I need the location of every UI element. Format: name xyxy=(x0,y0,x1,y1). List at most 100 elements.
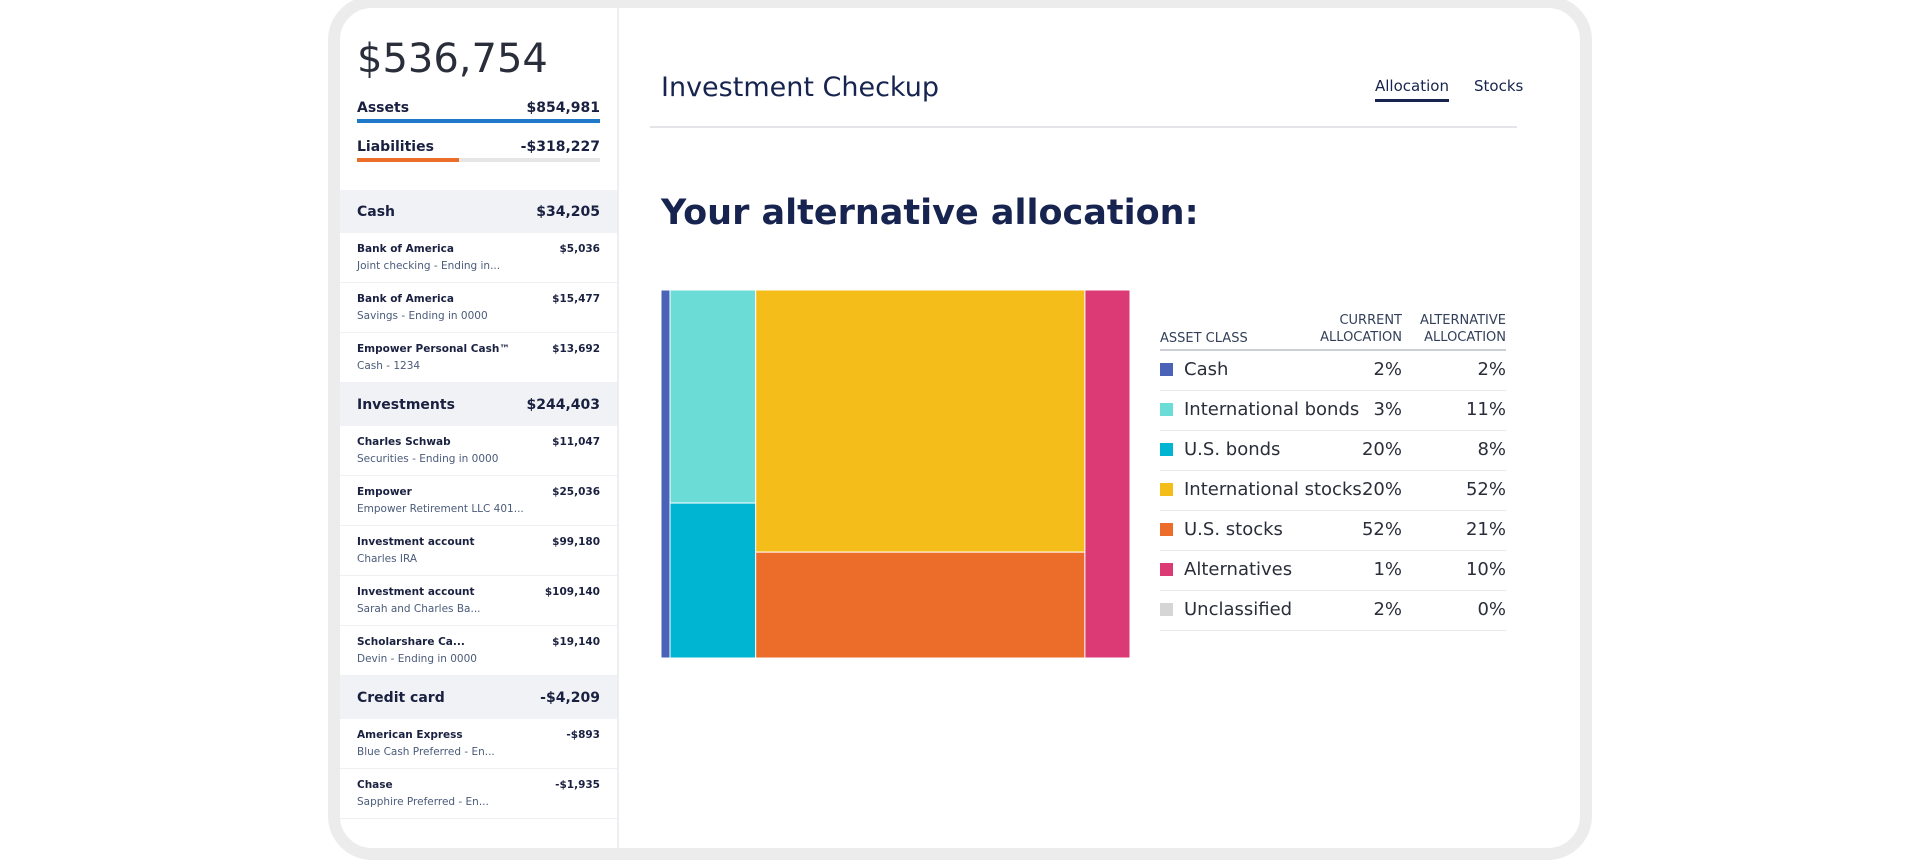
account-name: Bank of America xyxy=(357,293,454,305)
group-name: Credit card xyxy=(357,689,445,706)
account-info: Empower Empower Retirement LLC 401... xyxy=(357,476,524,525)
account-info: Investment account Sarah and Charles Ba..… xyxy=(357,576,481,625)
account-name: Investment account xyxy=(357,536,475,548)
table-row: Alternatives 1% 10% xyxy=(1160,551,1506,591)
swatch xyxy=(1160,603,1173,616)
account-amount: -$1,935 xyxy=(555,779,600,791)
treemap-cell xyxy=(755,551,1086,659)
account-amount: $11,047 xyxy=(552,436,600,448)
account-row[interactable]: Scholarshare Ca... Devin - Ending in 0000… xyxy=(340,626,617,676)
current-allocation: 2% xyxy=(1373,359,1402,380)
account-detail: Empower Retirement LLC 401... xyxy=(357,503,524,515)
liabilities-bar-fill xyxy=(357,158,460,162)
net-worth: $536,754 xyxy=(357,36,548,82)
treemap-cell xyxy=(661,290,671,659)
alternative-allocation: 0% xyxy=(1477,599,1506,620)
assets-value: $854,981 xyxy=(526,100,600,116)
group-name: Investments xyxy=(357,396,455,413)
account-name: Chase xyxy=(357,779,393,791)
account-detail: Cash - 1234 xyxy=(357,360,421,372)
account-amount: $109,140 xyxy=(544,586,600,598)
alternative-allocation: 10% xyxy=(1465,559,1506,580)
swatch xyxy=(1160,363,1173,376)
current-allocation: 52% xyxy=(1361,519,1402,540)
account-row[interactable]: Bank of America Savings - Ending in 0000 $… xyxy=(340,283,617,333)
account-info: Bank of America Savings - Ending in 0000 xyxy=(357,283,488,332)
liabilities-row: Liabilities -$318,227 xyxy=(357,139,600,155)
column-header: ALTERNATIVE ALLOCATION xyxy=(1420,312,1506,346)
swatch xyxy=(1160,523,1173,536)
account-detail: Sapphire Preferred - En... xyxy=(357,796,489,808)
account-info: Scholarshare Ca... Devin - Ending in 0000 xyxy=(357,626,477,675)
treemap xyxy=(661,290,1131,659)
account-name: Bank of America xyxy=(357,243,454,255)
treemap-cell xyxy=(1084,290,1131,659)
account-info: Empower Personal Cash™ Cash - 1234 xyxy=(357,333,510,382)
account-info: American Express Blue Cash Preferred - En… xyxy=(357,719,495,768)
group-name: Cash xyxy=(357,203,396,220)
account-amount: $13,692 xyxy=(552,343,600,355)
allocation-table: ASSET CLASS CURRENT ALLOCATION ALTERNATIVE A… xyxy=(1160,312,1506,631)
alternative-allocation: 52% xyxy=(1465,479,1506,500)
group-total: -$4,209 xyxy=(540,689,600,706)
column-header-line: ALTERNATIVE xyxy=(1419,313,1506,328)
account-detail: Securities - Ending in 0000 xyxy=(357,453,499,465)
account-detail: Joint checking - Ending in... xyxy=(357,260,501,272)
account-amount: $19,140 xyxy=(552,636,600,648)
tab[interactable]: Allocation xyxy=(1375,77,1449,102)
account-row[interactable]: Empower Empower Retirement LLC 401... $25,… xyxy=(340,476,617,526)
account-name: Investment account xyxy=(357,586,475,598)
account-row[interactable]: Bank of America Joint checking - Ending i… xyxy=(340,233,617,283)
current-allocation: 2% xyxy=(1373,599,1402,620)
asset-class: Alternatives xyxy=(1184,559,1293,580)
swatch xyxy=(1160,403,1173,416)
account-info: Charles Schwab Securities - Ending in 000… xyxy=(357,426,498,475)
account-row[interactable]: Investment account Sarah and Charles Ba..… xyxy=(340,576,617,626)
account-row[interactable]: Empower Personal Cash™ Cash - 1234 $13,692 xyxy=(340,333,617,383)
table-header: ASSET CLASS CURRENT ALLOCATION ALTERNATIVE A… xyxy=(1160,312,1506,351)
account-name: Charles Schwab xyxy=(357,436,451,448)
heading: Your alternative allocation: xyxy=(661,193,1199,233)
treemap-cell xyxy=(755,290,1086,553)
account-name: Scholarshare Ca... xyxy=(357,636,465,648)
account-row[interactable]: Investment account Charles IRA $99,180 xyxy=(340,526,617,576)
group-header[interactable]: Cash $34,205 xyxy=(340,190,617,233)
treemap-cell xyxy=(669,290,757,504)
column-header: ASSET CLASS xyxy=(1160,331,1248,346)
account-amount: $5,036 xyxy=(559,243,600,255)
alternative-allocation: 8% xyxy=(1477,439,1506,460)
account-row[interactable]: American Express Blue Cash Preferred - En… xyxy=(340,719,617,769)
account-amount: $25,036 xyxy=(552,486,600,498)
account-detail: Savings - Ending in 0000 xyxy=(357,310,488,322)
account-row[interactable]: Charles Schwab Securities - Ending in 000… xyxy=(340,426,617,476)
assets-bar xyxy=(357,119,600,123)
account-info: Investment account Charles IRA xyxy=(357,526,475,575)
alternative-allocation: 11% xyxy=(1465,399,1506,420)
account-detail: Sarah and Charles Ba... xyxy=(357,603,481,615)
asset-class: Cash xyxy=(1184,359,1229,380)
current-allocation: 3% xyxy=(1373,399,1402,420)
page-title: Investment Checkup xyxy=(661,72,939,103)
group-header[interactable]: Investments $244,403 xyxy=(340,383,617,426)
swatch xyxy=(1160,483,1173,496)
treemap-cell xyxy=(669,502,757,659)
tab[interactable]: Stocks xyxy=(1474,77,1524,95)
table-row: Cash 2% 2% xyxy=(1160,351,1506,391)
column-header: CURRENT ALLOCATION xyxy=(1320,312,1402,346)
account-detail: Devin - Ending in 0000 xyxy=(357,653,477,665)
swatch xyxy=(1160,443,1173,456)
swatch xyxy=(1160,563,1173,576)
group-header[interactable]: Credit card -$4,209 xyxy=(340,676,617,719)
account-row[interactable]: Chase Sapphire Preferred - En... -$1,935 xyxy=(340,769,617,819)
account-name: Empower xyxy=(357,486,412,498)
column-header-line: CURRENT xyxy=(1339,313,1402,328)
account-amount: -$893 xyxy=(566,729,600,741)
account-detail: Blue Cash Preferred - En... xyxy=(357,746,495,758)
current-allocation: 20% xyxy=(1361,439,1402,460)
group-total: $244,403 xyxy=(526,396,600,413)
assets-row: Assets $854,981 xyxy=(357,100,600,116)
account-amount: $99,180 xyxy=(552,536,600,548)
account-amount: $15,477 xyxy=(552,293,600,305)
account-name: Empower Personal Cash™ xyxy=(357,343,510,355)
account-info: Chase Sapphire Preferred - En... xyxy=(357,769,489,818)
